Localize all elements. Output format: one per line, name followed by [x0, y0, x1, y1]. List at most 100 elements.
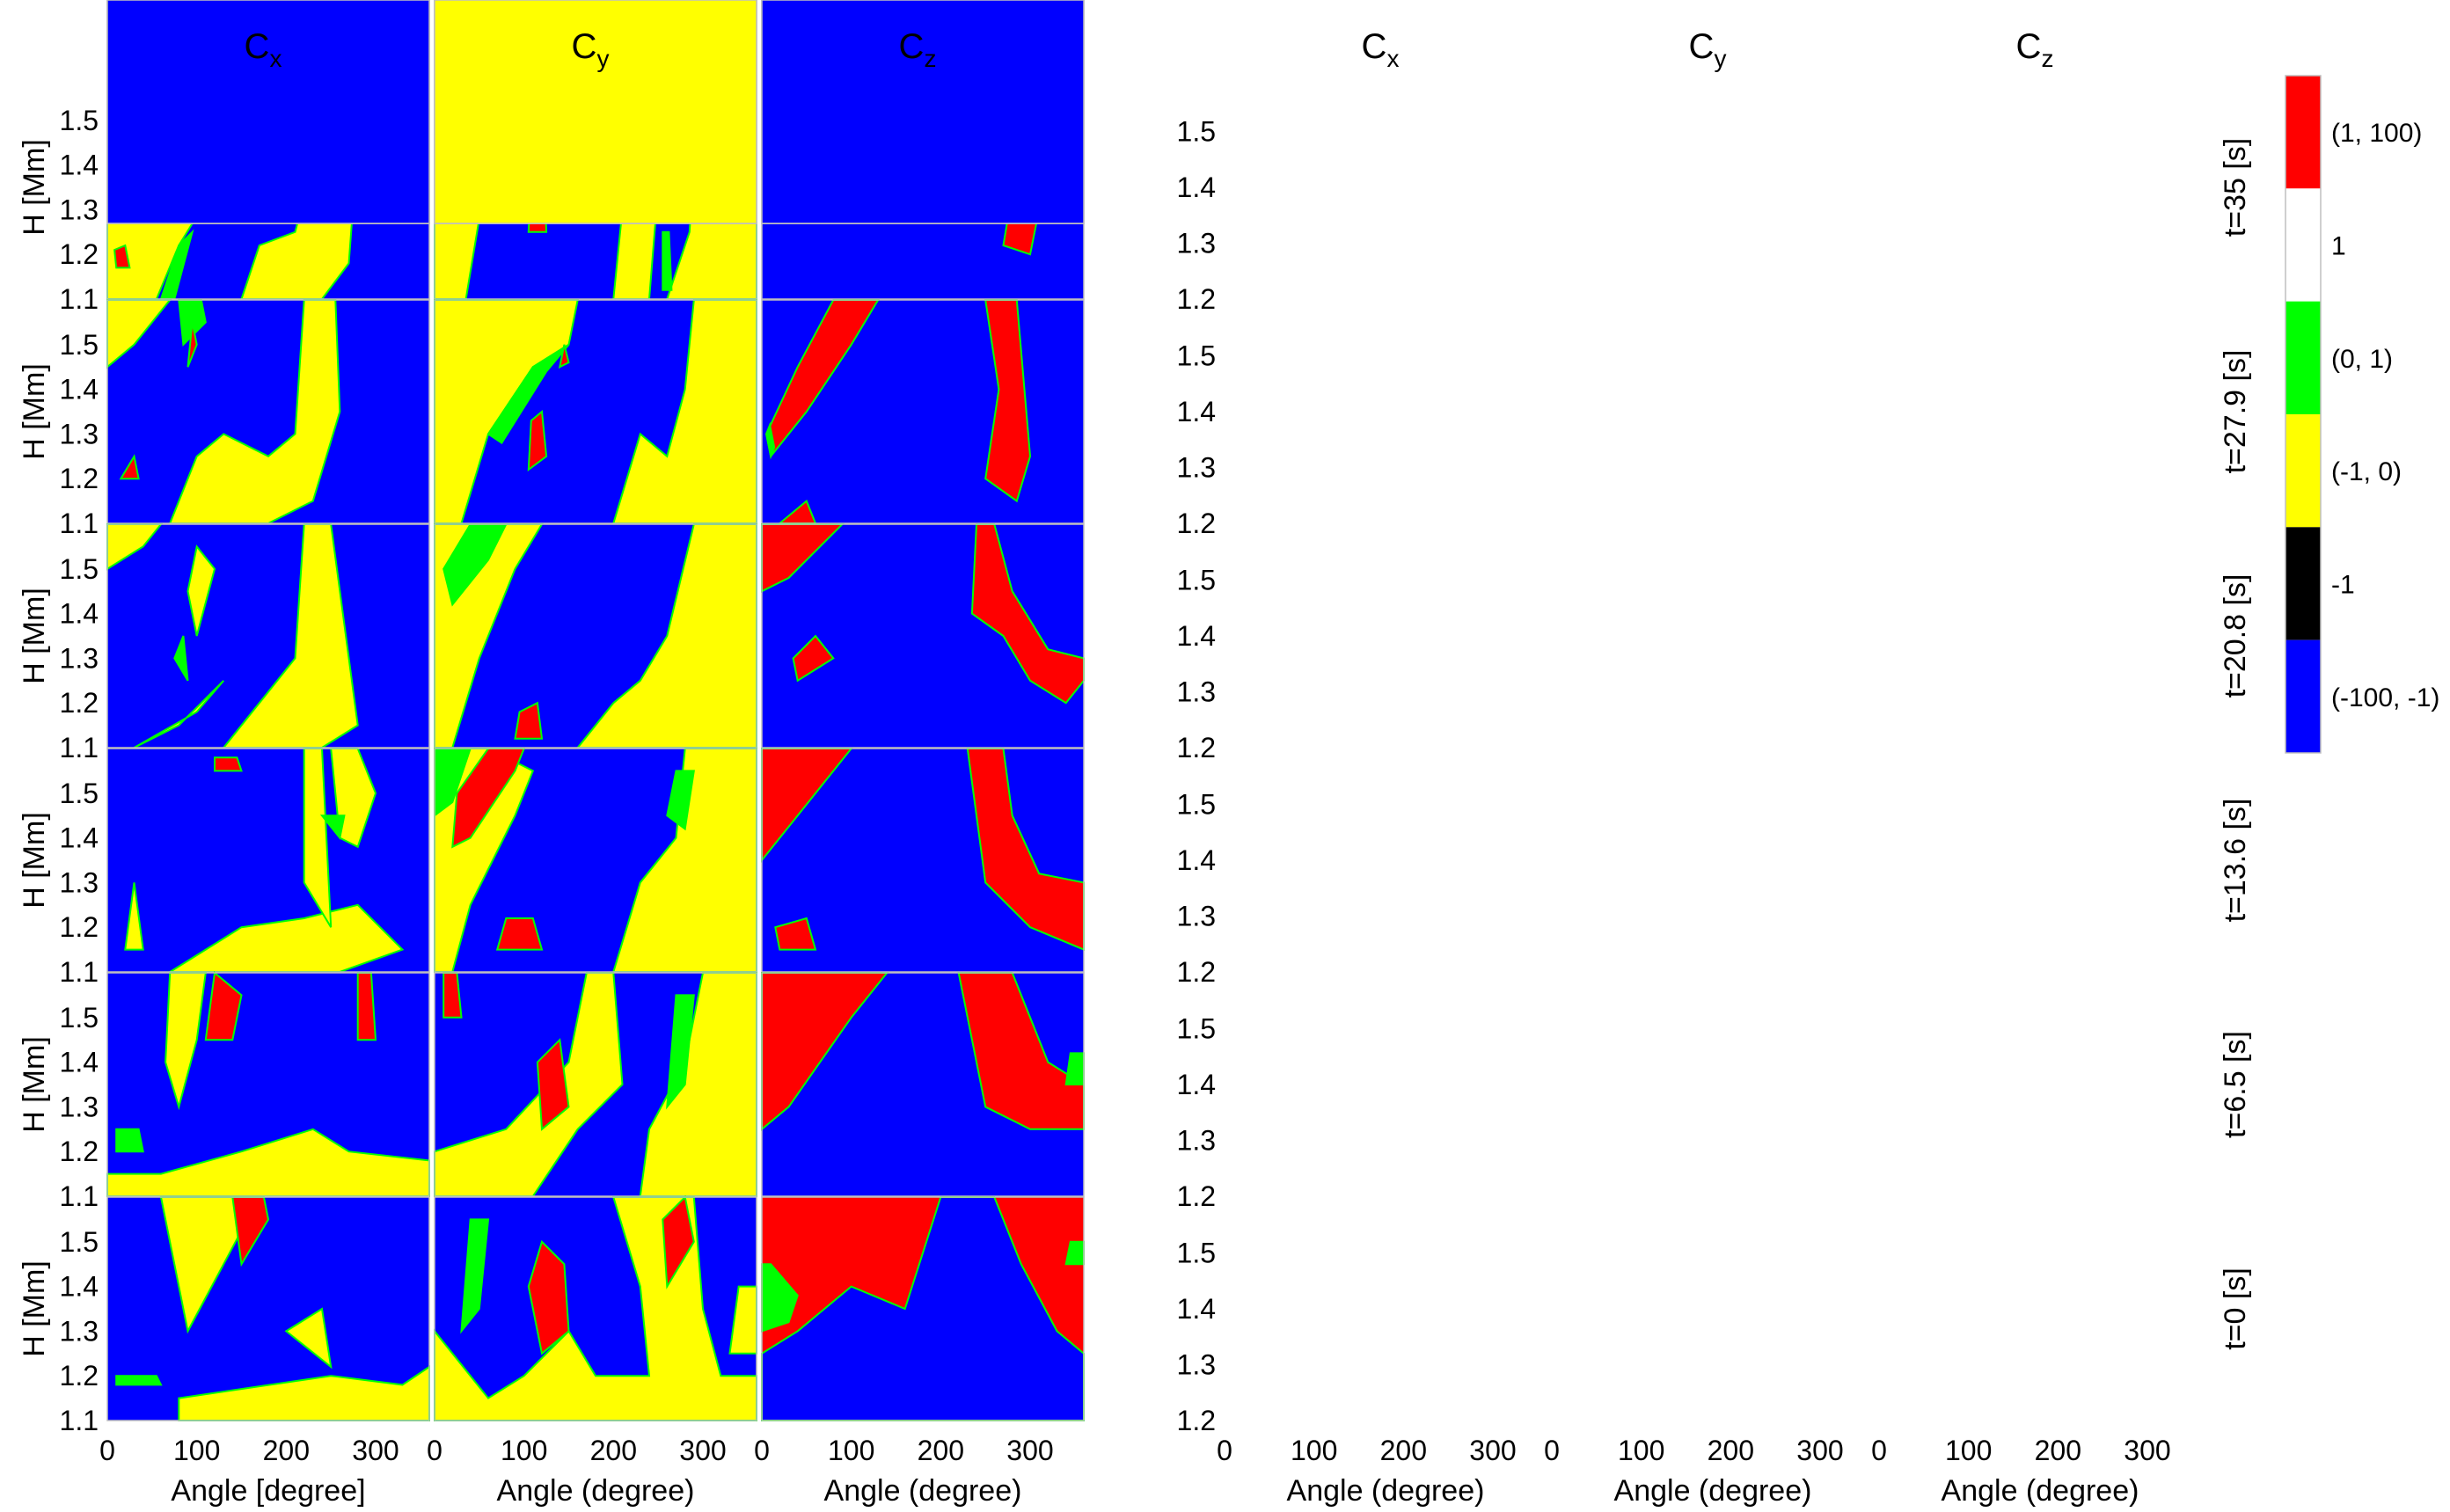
region-red-1-0-3 [186, 322, 198, 368]
colorbar-label-0: (1, 100) [2331, 119, 2422, 148]
xtick-3-1: 100 [1291, 1435, 1337, 1466]
xtick-2-3: 300 [1006, 1435, 1053, 1466]
region-red-3-1-4 [495, 917, 544, 951]
right-ytick-4-3: 1.2 [1177, 1180, 1216, 1212]
right-ytick-5-1: 1.4 [1177, 1293, 1216, 1325]
region-red-2-1-3 [514, 701, 544, 740]
left-ytick-2-0: 1.5 [60, 553, 99, 585]
colorbar-label-3: (-1, 0) [2331, 457, 2402, 486]
xtick-5-2: 200 [2035, 1435, 2081, 1466]
panel-border-2-2 [761, 523, 1085, 749]
column-title-4: Cy [1689, 27, 1727, 72]
region-red-5-1-2 [527, 1239, 570, 1355]
left-ytick-5-2: 1.3 [60, 1315, 99, 1347]
left-ytick-3-1: 1.4 [60, 822, 99, 854]
panel-border-5-1 [434, 1196, 757, 1421]
left-ytick-0-2: 1.3 [60, 194, 99, 225]
xtick-1-0: 0 [427, 1435, 442, 1466]
left-ytick-4-0: 1.5 [60, 1002, 99, 1034]
region-yellow-5-0-3 [284, 1307, 333, 1370]
colorbar-border [2285, 75, 2322, 754]
left-ytick-0-1: 1.4 [60, 150, 99, 181]
colorbar-label-5: (-100, -1) [2331, 683, 2439, 712]
xtick-4-0: 0 [1544, 1435, 1560, 1466]
right-ytick-1-1: 1.4 [1177, 396, 1216, 427]
right-ytick-1-3: 1.2 [1177, 508, 1216, 539]
right-ytick-1-0: 1.5 [1177, 340, 1216, 372]
xtick-4-2: 200 [1708, 1435, 1754, 1466]
xlabel-5: Angle (degree) [1942, 1474, 2139, 1508]
xtick-4-1: 100 [1618, 1435, 1664, 1466]
row-label-2: t=20.8 [s] [2219, 574, 2252, 698]
panel-border-11-1 [434, 0, 757, 224]
region-red-3-2-2 [774, 917, 817, 951]
right-ytick-2-0: 1.5 [1177, 565, 1216, 596]
heatmap-panel-11-2 [762, 0, 1084, 223]
right-ytick-0-1: 1.4 [1177, 172, 1216, 203]
panel-border-11-2 [761, 0, 1085, 224]
colorbar-label-2: (0, 1) [2331, 345, 2393, 374]
panel-border-4-1 [434, 972, 757, 1197]
panel-border-1-0 [106, 299, 430, 524]
right-ytick-0-3: 1.2 [1177, 283, 1216, 315]
left-ytick-1-0: 1.5 [60, 329, 99, 361]
left-ytick-3-0: 1.5 [60, 778, 99, 809]
right-ytick-2-1: 1.4 [1177, 620, 1216, 652]
right-ytick-0-0: 1.5 [1177, 116, 1216, 148]
right-ytick-3-0: 1.5 [1177, 789, 1216, 821]
right-ytick-4-0: 1.5 [1177, 1013, 1216, 1045]
region-yellow-3-0-5 [124, 882, 144, 951]
xtick-5-1: 100 [1945, 1435, 1992, 1466]
right-ytick-3-2: 1.3 [1177, 901, 1216, 932]
row-label-3: t=13.6 [s] [2219, 799, 2252, 923]
region-red-4-0-2 [204, 971, 243, 1041]
left-ytick-3-4: 1.1 [60, 956, 99, 988]
xtick-0-2: 200 [263, 1435, 310, 1466]
left-ytick-1-1: 1.4 [60, 374, 99, 405]
xtick-2-0: 0 [754, 1435, 770, 1466]
panel-border-3-2 [761, 748, 1085, 973]
region-red-1-0-4 [119, 454, 140, 480]
panel-border-2-0 [106, 523, 430, 749]
column-title-3: Cx [1362, 27, 1400, 72]
left-ytick-4-3: 1.2 [60, 1136, 99, 1167]
xtick-1-2: 200 [590, 1435, 637, 1466]
left-ytick-1-2: 1.3 [60, 418, 99, 449]
xtick-0-0: 0 [99, 1435, 115, 1466]
xtick-1-3: 300 [679, 1435, 726, 1466]
colorbar-label-1: 1 [2331, 232, 2346, 261]
left-ylabel-0: H [Mm] [18, 139, 51, 236]
region-green-0-1-5 [662, 230, 673, 291]
region-yellow-2-0-3 [186, 544, 216, 637]
left-ytick-5-3: 1.2 [60, 1360, 99, 1391]
column-title-5: Cz [2016, 27, 2054, 72]
colorbar-swatch-3 [2285, 414, 2321, 528]
xtick-2-1: 100 [828, 1435, 874, 1466]
left-ytick-3-3: 1.2 [60, 911, 99, 943]
colorbar-swatch-2 [2285, 301, 2321, 414]
xtick-0-1: 100 [173, 1435, 220, 1466]
region-red-1-1-4 [558, 344, 570, 369]
xtick-0-3: 300 [352, 1435, 399, 1466]
region-green-5-0-4 [115, 1375, 163, 1386]
left-ytick-5-0: 1.5 [60, 1226, 99, 1258]
right-ytick-4-1: 1.4 [1177, 1069, 1216, 1100]
heatmap-panel-11-0 [107, 0, 429, 223]
left-ytick-5-4: 1.1 [60, 1405, 99, 1436]
xtick-3-0: 0 [1217, 1435, 1232, 1466]
right-ytick-5-0: 1.5 [1177, 1238, 1216, 1269]
region-red-1-1-3 [527, 410, 548, 472]
right-ytick-5-2: 1.3 [1177, 1349, 1216, 1381]
region-red-2-2-1 [792, 634, 835, 683]
panel-border-4-0 [106, 972, 430, 1197]
panel-border-4-2 [761, 972, 1085, 1197]
region-green-1-2-3 [765, 421, 776, 460]
left-ylabel-1: H [Mm] [18, 363, 51, 460]
left-ylabel-5: H [Mm] [18, 1260, 51, 1357]
region-red-3-0-4 [214, 756, 243, 772]
right-ytick-0-2: 1.3 [1177, 228, 1216, 259]
left-ytick-4-4: 1.1 [60, 1180, 99, 1212]
region-red-4-1-2 [536, 1038, 570, 1131]
left-ytick-0-3: 1.2 [60, 238, 99, 270]
